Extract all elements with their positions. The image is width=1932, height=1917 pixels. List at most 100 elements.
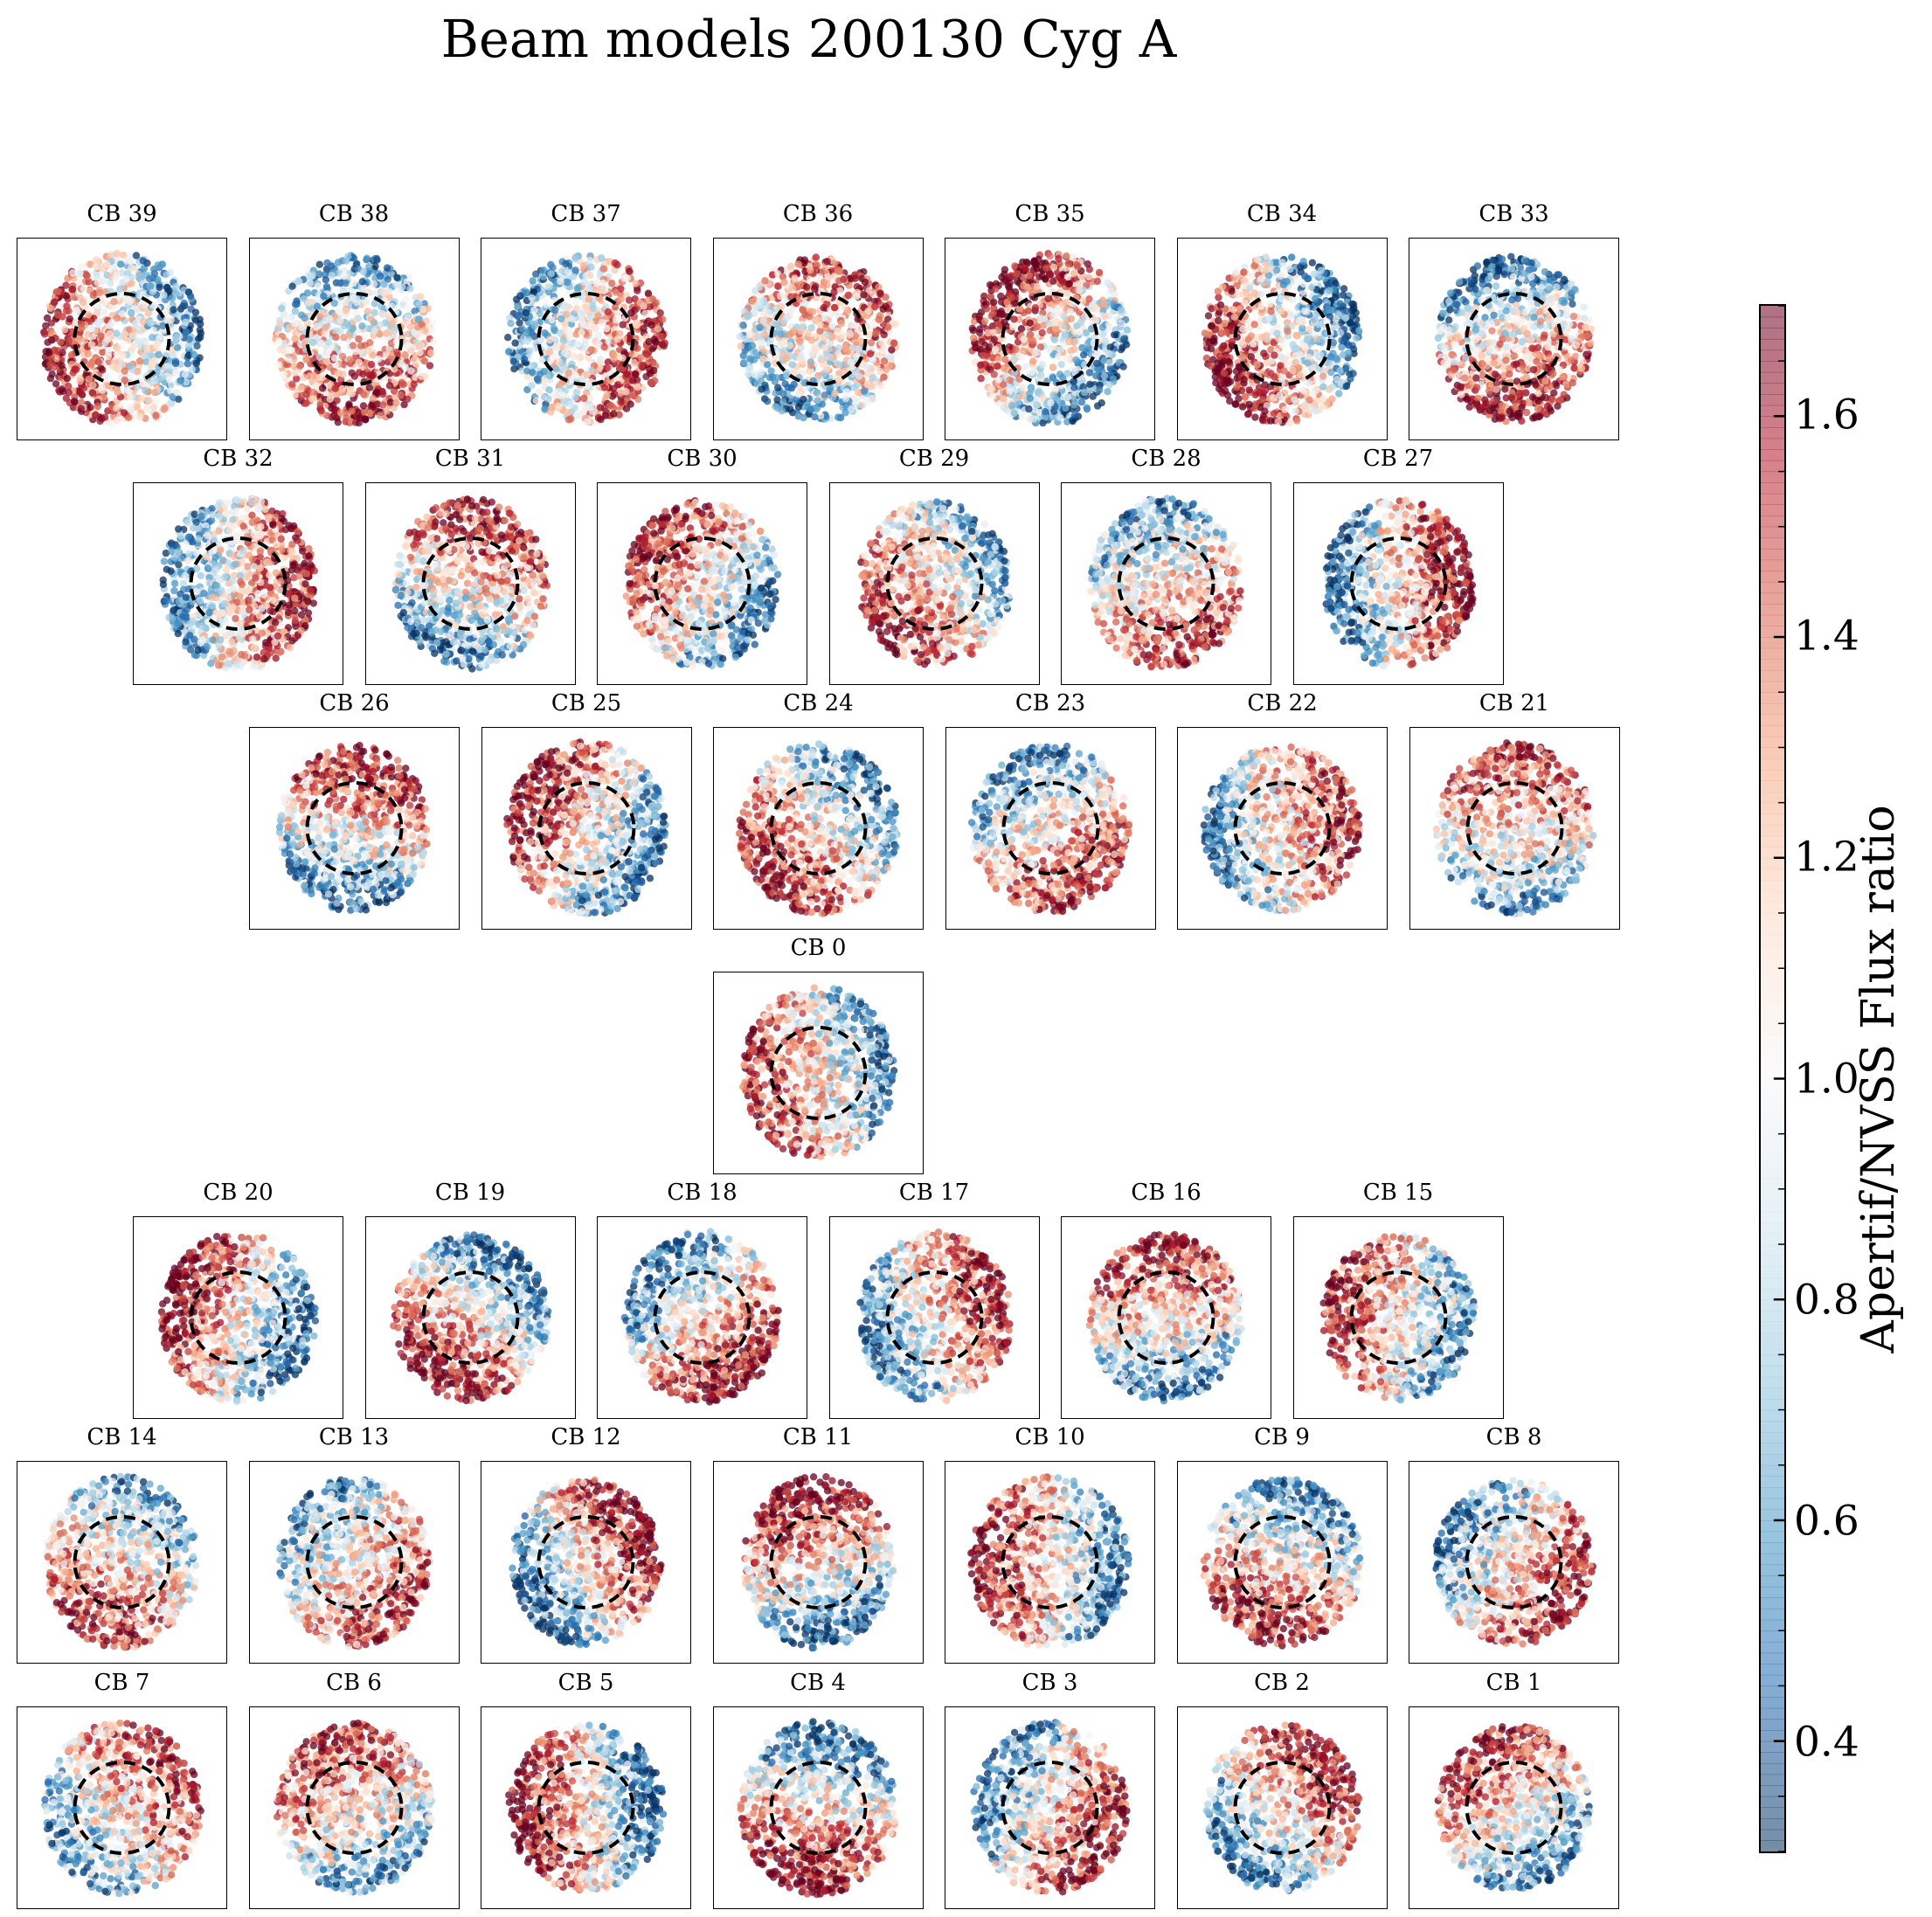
flux-ratio-point: [1082, 329, 1090, 336]
flux-ratio-point: [274, 361, 282, 369]
flux-ratio-point: [976, 361, 985, 369]
flux-ratio-point: [564, 278, 571, 287]
flux-ratio-point: [152, 342, 160, 350]
flux-ratio-point: [560, 301, 568, 310]
flux-ratio-point: [1031, 395, 1040, 403]
flux-ratio-point: [146, 275, 154, 283]
flux-ratio-point: [107, 303, 115, 311]
flux-ratio-point: [745, 364, 753, 373]
figure-title: Beam models 200130 Cyg A: [0, 9, 1617, 69]
flux-ratio-point: [336, 279, 344, 287]
flux-ratio-point: [1120, 336, 1128, 343]
flux-ratio-point: [1038, 329, 1046, 336]
flux-ratio-point: [597, 415, 605, 424]
flux-ratio-point: [117, 260, 125, 268]
flux-ratio-point: [834, 267, 842, 275]
flux-ratio-point: [866, 349, 874, 358]
flux-ratio-point: [573, 285, 582, 293]
flux-ratio-point: [870, 302, 878, 311]
flux-ratio-point: [814, 397, 821, 405]
flux-ratio-point: [1077, 318, 1085, 327]
flux-ratio-point: [97, 332, 105, 340]
flux-ratio-point: [344, 400, 353, 408]
flux-ratio-point: [280, 370, 287, 378]
flux-ratio-point: [617, 389, 625, 398]
flux-ratio-point: [570, 352, 578, 361]
flux-ratio-point: [417, 320, 425, 329]
flux-ratio-point: [155, 350, 163, 359]
flux-ratio-point: [1026, 394, 1034, 402]
flux-ratio-point: [599, 265, 608, 273]
flux-ratio-point: [822, 300, 830, 308]
flux-ratio-point: [626, 267, 634, 275]
flux-ratio-point: [869, 290, 876, 298]
flux-ratio-point: [1214, 294, 1222, 301]
flux-ratio-point: [64, 274, 72, 282]
flux-ratio-point: [608, 280, 616, 287]
flux-ratio-point: [1070, 412, 1079, 419]
flux-ratio-point: [557, 329, 564, 337]
flux-ratio-point: [1009, 322, 1017, 331]
flux-ratio-point: [855, 372, 862, 380]
flux-ratio-point: [136, 412, 144, 421]
flux-ratio-point: [860, 387, 868, 395]
flux-ratio-point: [416, 293, 424, 301]
flux-ratio-point: [786, 394, 794, 403]
flux-ratio-point: [821, 324, 830, 332]
flux-ratio-point: [127, 362, 135, 370]
flux-ratio-point: [1029, 357, 1037, 365]
flux-ratio-point: [1019, 347, 1028, 355]
flux-ratio-point: [989, 392, 997, 400]
flux-ratio-point: [172, 369, 181, 377]
flux-ratio-point: [124, 269, 132, 278]
flux-ratio-point: [581, 340, 589, 348]
flux-ratio-point: [988, 385, 996, 393]
flux-ratio-point: [1270, 410, 1278, 418]
flux-ratio-point: [592, 280, 600, 287]
flux-ratio-point: [78, 262, 86, 270]
flux-ratio-point: [550, 324, 558, 333]
flux-ratio-point: [632, 370, 640, 378]
flux-ratio-point: [881, 294, 890, 301]
flux-ratio-point: [1010, 409, 1018, 417]
flux-ratio-point: [834, 369, 843, 377]
flux-ratio-point: [384, 314, 393, 322]
flux-ratio-point: [401, 351, 409, 359]
flux-ratio-point: [585, 256, 594, 265]
flux-ratio-point: [348, 369, 356, 377]
flux-ratio-point: [112, 273, 120, 281]
flux-ratio-point: [631, 320, 640, 328]
flux-ratio-point: [65, 382, 73, 391]
flux-ratio-point: [564, 408, 572, 417]
flux-ratio-point: [841, 395, 849, 403]
flux-ratio-point: [322, 276, 329, 284]
flux-ratio-point: [1001, 266, 1009, 273]
flux-ratio-point: [47, 336, 56, 344]
flux-ratio-point: [139, 257, 148, 265]
flux-ratio-point: [532, 397, 540, 405]
flux-ratio-point: [135, 356, 144, 365]
flux-ratio-point: [1084, 340, 1092, 348]
flux-ratio-point: [587, 263, 595, 271]
flux-ratio-point: [283, 315, 292, 322]
flux-ratio-point: [787, 384, 795, 392]
flux-ratio-point: [93, 301, 102, 309]
flux-ratio-point: [338, 352, 346, 361]
flux-ratio-point: [113, 329, 121, 337]
flux-ratio-point: [118, 269, 126, 277]
panel-scatter: [736, 253, 900, 423]
flux-ratio-point: [69, 269, 77, 277]
flux-ratio-point: [76, 269, 84, 278]
flux-ratio-point: [786, 342, 793, 349]
flux-ratio-point: [806, 275, 814, 283]
flux-ratio-point: [40, 330, 49, 338]
flux-ratio-point: [874, 283, 883, 291]
flux-ratio-point: [378, 288, 386, 296]
flux-ratio-point: [739, 351, 747, 360]
flux-ratio-point: [1093, 277, 1102, 286]
flux-ratio-point: [92, 263, 100, 271]
dashed-beam-circle: [73, 292, 171, 386]
flux-ratio-point: [834, 413, 841, 421]
flux-ratio-point: [367, 360, 375, 369]
flux-ratio-point: [1119, 363, 1127, 370]
